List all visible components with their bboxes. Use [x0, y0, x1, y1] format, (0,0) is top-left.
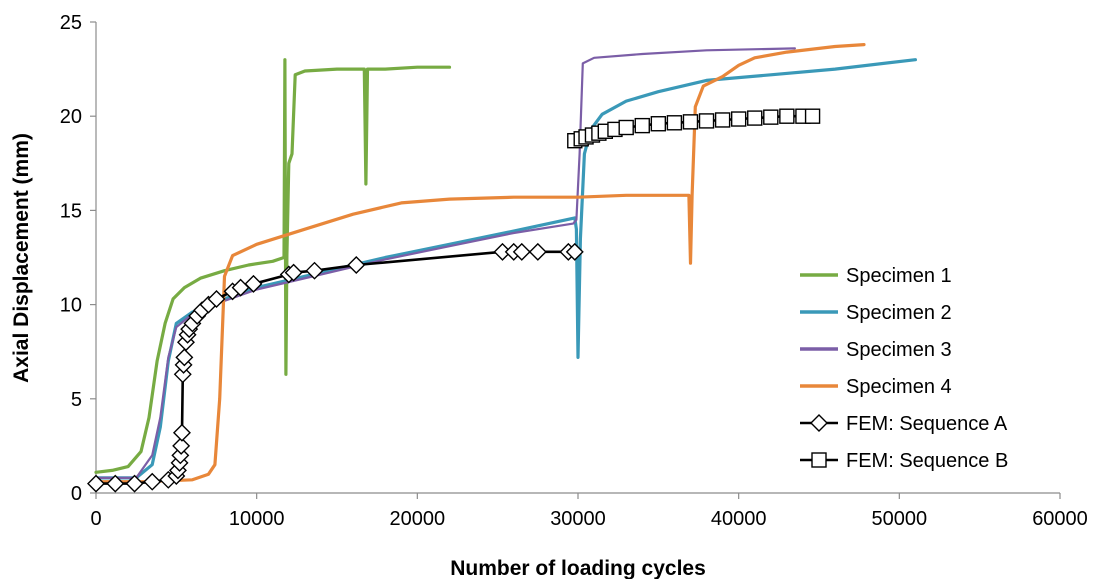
diamond-marker — [172, 423, 191, 442]
square-marker — [714, 112, 731, 128]
diamond-marker — [284, 263, 303, 282]
diamond-marker — [207, 289, 226, 308]
square-marker — [698, 113, 715, 129]
square-marker — [804, 108, 821, 124]
square-marker — [650, 116, 667, 132]
y-tick-label: 10 — [60, 295, 82, 317]
y-axis-ticks: 0 5 10 15 20 25 — [60, 12, 96, 505]
series-line — [94, 58, 452, 474]
square-marker — [618, 119, 634, 136]
diamond-marker — [347, 256, 366, 275]
square-marker — [682, 114, 699, 130]
legend-label: FEM: Sequence B — [846, 450, 1008, 472]
x-tick-label: 50000 — [872, 508, 928, 530]
diamond-marker — [143, 472, 162, 491]
diamond-marker — [244, 274, 263, 293]
square-marker — [730, 111, 747, 127]
square-marker — [666, 115, 683, 131]
y-tick-label: 5 — [71, 389, 82, 411]
y-axis-title: Axial Displacement (mm) — [10, 133, 33, 383]
diamond-marker — [172, 436, 191, 455]
y-tick-label: 25 — [60, 12, 82, 34]
square-marker — [747, 110, 763, 126]
x-tick-label: 40000 — [711, 508, 767, 530]
legend-label: Specimen 1 — [846, 265, 952, 287]
legend-entry: Specimen 2 — [800, 302, 952, 324]
legend-entry: FEM: Sequence A — [800, 413, 1008, 435]
legend-label: Specimen 3 — [846, 339, 952, 361]
x-tick-label: 20000 — [390, 508, 446, 530]
series-specimen-4 — [94, 43, 866, 484]
diamond-marker — [87, 474, 105, 493]
y-tick-label: 15 — [60, 200, 82, 222]
diamond-marker — [565, 242, 584, 261]
x-tick-label: 60000 — [1032, 508, 1088, 530]
x-tick-label: 0 — [90, 508, 101, 530]
x-tick-label: 30000 — [550, 508, 606, 530]
series-specimen-1 — [94, 58, 452, 474]
x-axis-title: Number of loading cycles — [450, 557, 706, 579]
series-layer — [87, 43, 917, 493]
diamond-marker — [125, 474, 144, 493]
legend-label: Specimen 2 — [846, 302, 952, 324]
diamond-marker — [810, 414, 828, 432]
series-line — [94, 47, 796, 479]
x-tick-label: 10000 — [229, 508, 285, 530]
diamond-marker — [175, 348, 194, 367]
legend-entry: FEM: Sequence B — [800, 450, 1008, 472]
diamond-marker — [528, 242, 547, 261]
y-tick-label: 0 — [71, 483, 82, 505]
square-marker — [779, 108, 795, 124]
series-line — [94, 43, 866, 484]
diamond-marker — [106, 474, 125, 493]
legend-entry: Specimen 4 — [800, 376, 952, 398]
legend-label: Specimen 4 — [846, 376, 952, 398]
diamond-marker — [512, 242, 531, 261]
square-marker — [811, 452, 827, 468]
diamond-marker — [305, 261, 324, 280]
legend-entry: Specimen 3 — [800, 339, 952, 361]
legend-entry: Specimen 1 — [800, 265, 952, 287]
series-fem-sequence-b — [567, 108, 821, 149]
legend-label: FEM: Sequence A — [846, 413, 1008, 435]
legend: Specimen 1 Specimen 2 Specimen 3 Specimen 4… — [800, 265, 1008, 472]
x-axis-ticks: 0 10000 20000 30000 40000 50000 60000 — [90, 493, 1088, 530]
y-tick-label: 20 — [60, 106, 82, 128]
square-marker — [763, 109, 779, 125]
series-fem-sequence-a — [87, 242, 584, 493]
square-marker — [634, 117, 650, 134]
